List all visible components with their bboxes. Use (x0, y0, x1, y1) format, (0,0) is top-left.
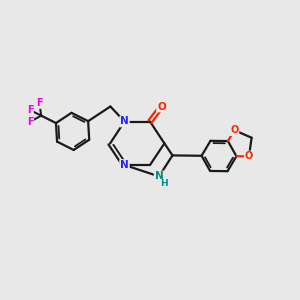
Text: N: N (120, 160, 129, 170)
Text: H: H (160, 178, 168, 188)
Text: O: O (245, 152, 253, 161)
Text: O: O (230, 125, 238, 135)
Text: N: N (120, 116, 129, 127)
Text: F: F (27, 117, 33, 127)
Text: F: F (36, 98, 43, 108)
Text: F: F (27, 105, 33, 115)
Text: N: N (154, 171, 164, 182)
Text: O: O (157, 101, 166, 112)
